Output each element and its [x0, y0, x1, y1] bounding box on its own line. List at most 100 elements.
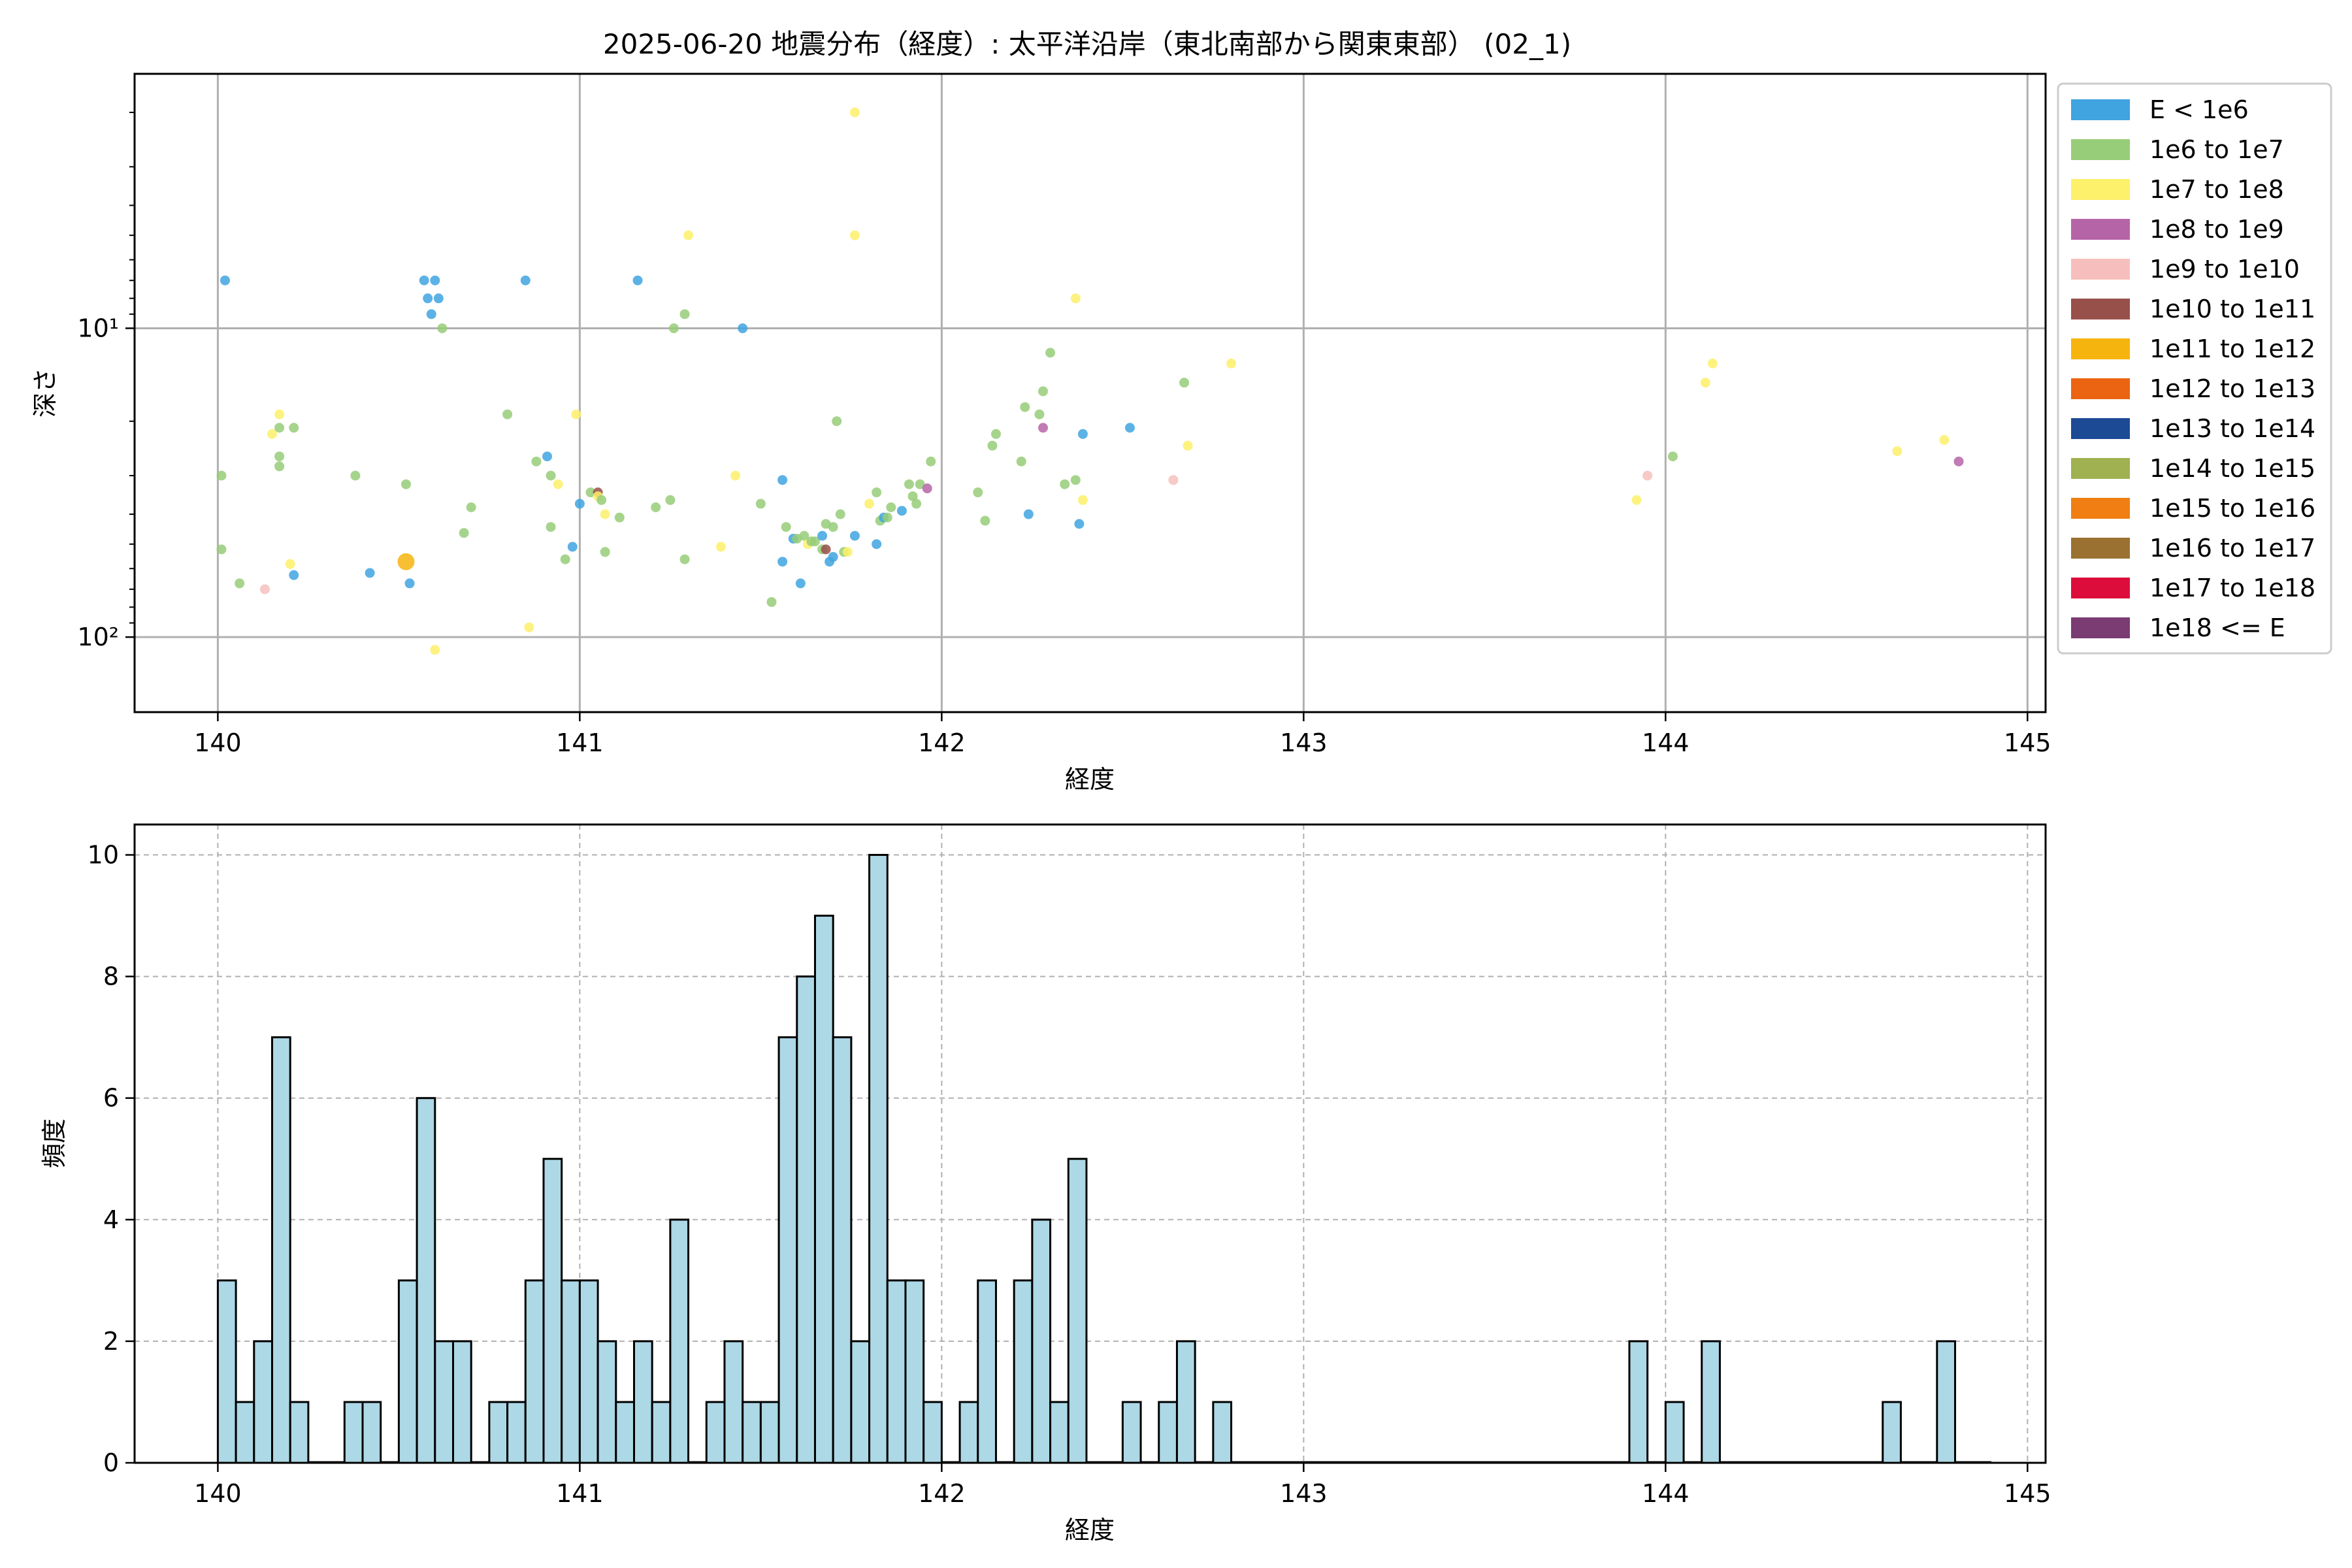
scatter-point — [235, 578, 245, 589]
scatter-point — [715, 542, 726, 552]
histogram-x-tick-label: 142 — [918, 1479, 966, 1508]
histogram-y-tick-label: 2 — [103, 1327, 119, 1356]
histogram-x-tick-label: 140 — [194, 1479, 242, 1508]
scatter-point — [668, 323, 679, 333]
histogram-bar — [361, 1401, 382, 1464]
scatter-point — [1183, 440, 1193, 451]
legend-swatch — [2071, 99, 2130, 120]
scatter-point — [259, 584, 270, 595]
scatter-point — [1070, 475, 1081, 485]
scatter-point — [350, 470, 361, 481]
histogram-bar — [1701, 1340, 1721, 1464]
histogram-bar — [669, 1218, 690, 1464]
scatter-point — [886, 502, 896, 512]
histogram-bar — [216, 1279, 237, 1464]
scatter-point — [872, 487, 882, 498]
histogram-x-tick-label: 141 — [556, 1479, 604, 1508]
legend-swatch — [2071, 498, 2130, 519]
histogram-bar — [1212, 1401, 1233, 1464]
scatter-point — [781, 522, 791, 532]
scatter-point — [274, 461, 285, 472]
scatter-point — [546, 470, 556, 481]
scatter-point — [600, 509, 610, 519]
scatter-point — [922, 483, 932, 494]
histogram-bar — [777, 1036, 798, 1464]
histogram-y-axis-label: 頻度 — [40, 1119, 69, 1168]
scatter-point — [520, 275, 531, 286]
scatter-x-tick-label: 145 — [2004, 728, 2051, 757]
legend-swatch — [2071, 259, 2130, 280]
legend-swatch — [2071, 617, 2130, 638]
scatter-y-ticks: 10¹ 10² — [77, 112, 135, 651]
legend-swatch — [2071, 139, 2130, 160]
scatter-point — [849, 230, 860, 240]
histogram-bar — [923, 1401, 943, 1464]
scatter-point — [614, 512, 625, 523]
scatter-x-axis-label: 経度 — [1065, 765, 1115, 794]
scatter-point — [466, 502, 476, 512]
scatter-point — [1226, 358, 1237, 368]
scatter-point — [990, 429, 1001, 439]
histogram-bar — [615, 1401, 635, 1464]
scatter-point — [433, 293, 444, 304]
legend-label: E < 1e6 — [2149, 95, 2249, 124]
legend-label: 1e13 to 1e14 — [2149, 414, 2315, 443]
scatter-point — [987, 440, 998, 451]
scatter-point — [651, 502, 661, 512]
scatter-point — [1060, 479, 1070, 489]
scatter-point — [730, 470, 741, 481]
scatter-points — [216, 107, 1964, 655]
histogram-bar — [958, 1401, 979, 1464]
scatter-point — [560, 554, 570, 564]
legend-swatch — [2071, 219, 2130, 240]
histogram-bar — [561, 1279, 581, 1464]
scatter-point — [864, 498, 875, 509]
scatter-point — [571, 409, 581, 419]
scatter-point — [872, 539, 882, 549]
scatter-point — [542, 451, 553, 462]
histogram-bar — [813, 915, 834, 1464]
scatter-point — [1077, 495, 1088, 505]
scatter-point — [216, 544, 227, 555]
scatter-point — [817, 531, 828, 541]
histogram-bar — [578, 1279, 599, 1464]
histogram-bar — [1067, 1158, 1088, 1464]
legend-swatch — [2071, 538, 2130, 559]
scatter-point — [665, 495, 676, 505]
scatter-point — [1179, 378, 1190, 388]
scatter-point — [799, 531, 809, 541]
legend-swatch — [2071, 458, 2130, 479]
scatter-point — [1642, 470, 1653, 481]
histogram-bar — [524, 1279, 545, 1464]
scatter-point — [267, 429, 278, 439]
scatter-point — [755, 498, 766, 509]
histogram-bar — [1121, 1401, 1142, 1464]
histogram-bar — [632, 1340, 653, 1464]
histogram-bar — [343, 1401, 364, 1464]
scatter-point — [1700, 378, 1710, 388]
scatter-point — [585, 487, 596, 498]
histogram-bar — [1936, 1340, 1957, 1464]
legend-label: 1e10 to 1e11 — [2149, 295, 2315, 323]
histogram-bar — [235, 1401, 255, 1464]
legend-label: 1e16 to 1e17 — [2149, 534, 2315, 563]
scatter-point — [980, 515, 990, 526]
scatter-point — [809, 536, 820, 547]
scatter-x-ticks: 140 141 142 143 144 145 — [194, 712, 2051, 757]
legend-label: 1e11 to 1e12 — [2149, 335, 2315, 363]
legend-label: 1e6 to 1e7 — [2149, 135, 2284, 164]
histogram-bar — [452, 1340, 472, 1464]
histogram-bar — [253, 1340, 274, 1464]
scatter-point — [835, 509, 845, 519]
legend-swatch — [2071, 378, 2130, 399]
histogram-bar — [742, 1401, 762, 1464]
scatter-point — [220, 275, 230, 286]
histogram-bar — [977, 1279, 997, 1464]
histogram-bar — [1175, 1340, 1196, 1464]
scatter-plot-frame — [133, 73, 2047, 713]
histogram-x-axis-label: 経度 — [1065, 1516, 1115, 1544]
scatter-point — [274, 409, 285, 419]
scatter-point — [459, 528, 469, 538]
legend-swatch — [2071, 299, 2130, 319]
